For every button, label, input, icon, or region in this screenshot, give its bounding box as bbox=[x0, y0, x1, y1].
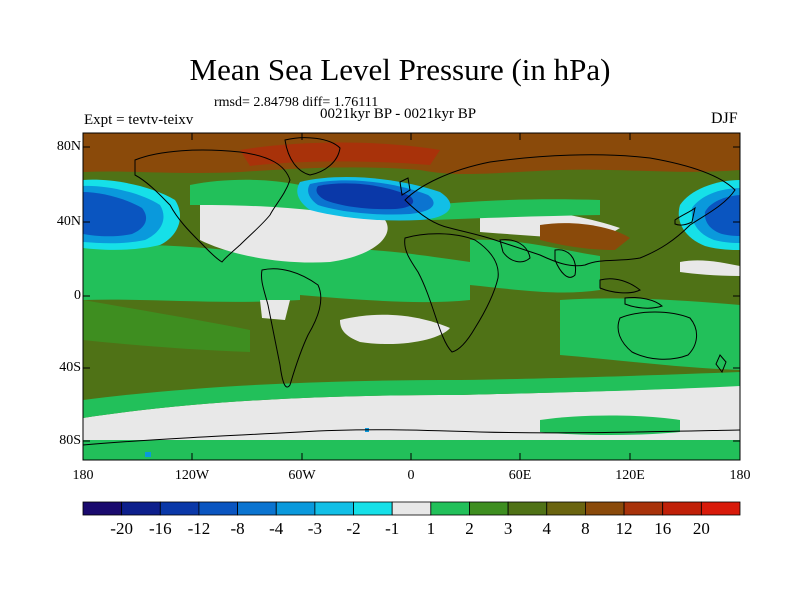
lon-label-180w: 180 bbox=[72, 468, 94, 483]
colorbar-swatch bbox=[275, 501, 316, 516]
lon-label-120w: 120W bbox=[174, 468, 210, 483]
lat-label-80s: 80S bbox=[59, 433, 81, 448]
experiment-label: Expt = tevtv-teixv bbox=[84, 112, 194, 128]
colorbar-swatch bbox=[430, 501, 470, 516]
lat-label-80n: 80N bbox=[56, 139, 81, 154]
colorbar-label: 20 bbox=[692, 519, 710, 538]
coastlines bbox=[83, 137, 740, 446]
lat-label-40s: 40S bbox=[59, 360, 81, 375]
lon-label-180e: 180 bbox=[729, 468, 751, 483]
lon-label-120e: 120E bbox=[615, 468, 645, 483]
lon-label-0: 0 bbox=[407, 468, 415, 483]
rmsd-diff-stats: rmsd= 2.84798 diff= 1.76111 bbox=[214, 95, 379, 110]
colorbar-swatch bbox=[159, 501, 200, 516]
colorbar-label: -8 bbox=[230, 519, 245, 538]
colorbar-swatch bbox=[353, 501, 393, 516]
colorbar-label: 1 bbox=[426, 519, 436, 538]
colorbar-swatch bbox=[237, 501, 277, 516]
lon-label-60w: 60W bbox=[288, 468, 316, 483]
colorbar-label: 8 bbox=[581, 519, 590, 538]
colorbar-label: -3 bbox=[307, 519, 322, 538]
colorbar-swatch bbox=[662, 501, 702, 516]
colorbar-label: 16 bbox=[654, 519, 672, 538]
axis-ticks bbox=[82, 133, 741, 460]
colorbar-swatch bbox=[585, 501, 625, 516]
lat-label-40n: 40N bbox=[56, 214, 81, 229]
season-label: DJF bbox=[711, 110, 738, 127]
colorbar-label: 4 bbox=[542, 519, 552, 538]
colorbar-swatch bbox=[391, 501, 432, 516]
colorbar-swatch bbox=[198, 501, 238, 516]
colorbar-swatch bbox=[700, 501, 741, 516]
colorbar-label: -4 bbox=[269, 519, 284, 538]
colorbar-swatch bbox=[121, 501, 161, 516]
lat-label-equator: 0 bbox=[74, 288, 81, 303]
colorbar-swatch bbox=[82, 501, 123, 516]
colorbar-label: -16 bbox=[148, 519, 172, 538]
colorbar-label: 3 bbox=[503, 519, 513, 538]
colorbar-swatch bbox=[469, 501, 509, 516]
colorbar bbox=[82, 501, 741, 516]
colorbar-swatch bbox=[546, 501, 586, 516]
colorbar-label: 12 bbox=[615, 519, 633, 538]
colorbar-swatch bbox=[507, 501, 548, 516]
lon-label-60e: 60E bbox=[508, 468, 532, 483]
colorbar-label: 2 bbox=[465, 519, 474, 538]
colorbar-label: -1 bbox=[385, 519, 400, 538]
pressure-field bbox=[83, 133, 740, 460]
period-subtitle: 0021kyr BP - 0021kyr BP bbox=[320, 106, 477, 122]
map-title: Mean Sea Level Pressure (in hPa) bbox=[189, 52, 611, 87]
colorbar-swatch bbox=[314, 501, 354, 516]
colorbar-label: -20 bbox=[110, 519, 133, 538]
colorbar-label: -12 bbox=[187, 519, 211, 538]
colorbar-swatch bbox=[623, 501, 664, 516]
colorbar-label: -2 bbox=[346, 519, 361, 538]
